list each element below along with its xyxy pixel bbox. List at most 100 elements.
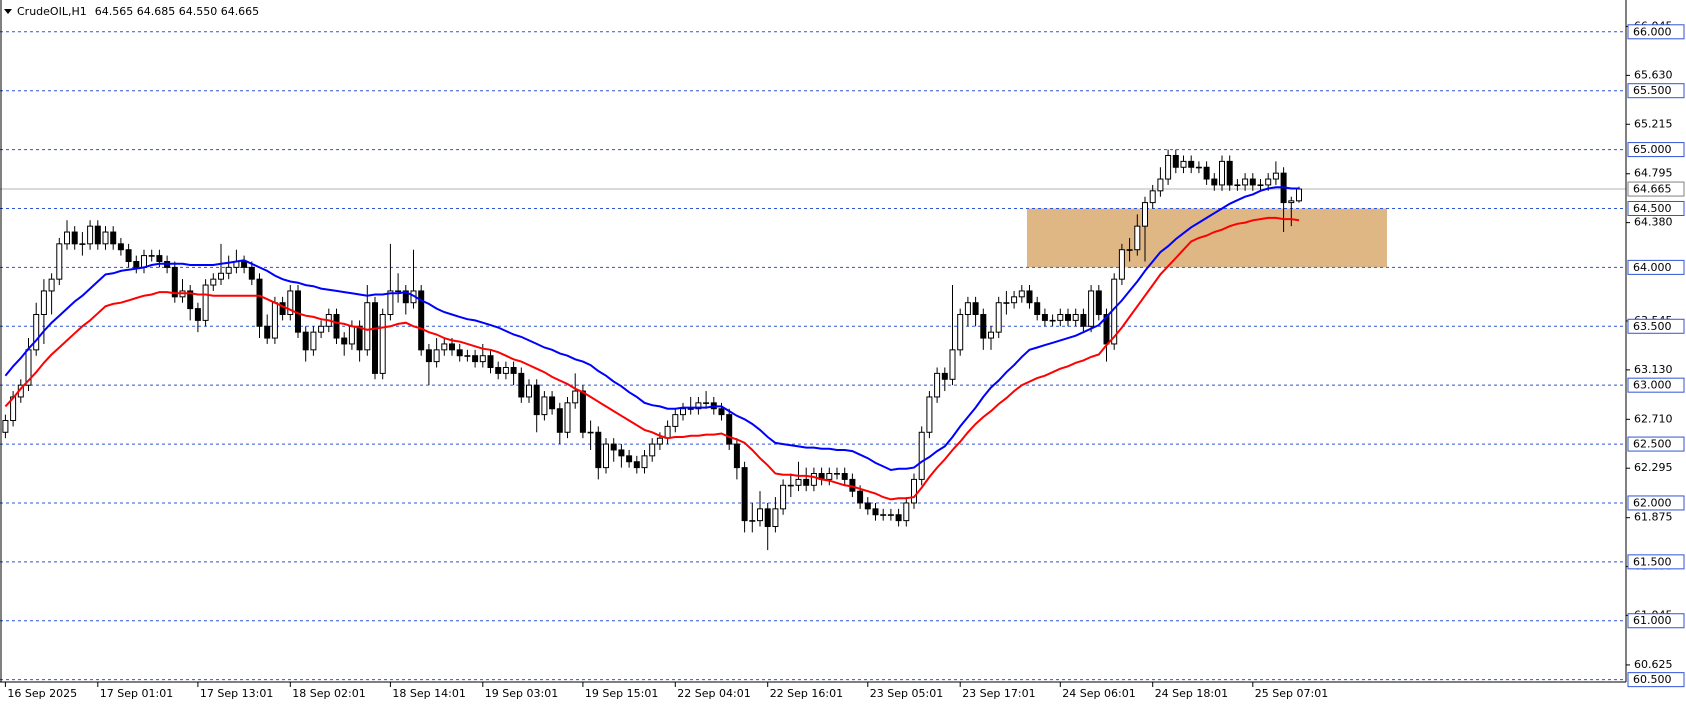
candle-body (949, 349, 956, 380)
level-layer (0, 31, 1626, 681)
level-label-box (1627, 24, 1685, 40)
candle-body (880, 514, 887, 516)
candle-body (256, 278, 263, 327)
candle-body (310, 331, 317, 351)
candle-body (1157, 178, 1164, 192)
candle-body (264, 325, 271, 339)
level-label-box (1627, 672, 1685, 688)
candle-body (764, 508, 771, 528)
current-price-label: 64.665 (1633, 183, 1672, 196)
level-label: 62.000 (1633, 496, 1672, 509)
candle-layer (2, 149, 1302, 551)
x-tick-label: 16 Sep 2025 (7, 687, 77, 700)
candle-body (56, 243, 63, 280)
y-tick-label: 63.130 (1634, 363, 1673, 376)
candle-body (1057, 313, 1064, 321)
candle-body (1049, 319, 1056, 322)
candle-body (672, 414, 679, 427)
candle-body (857, 490, 864, 504)
level-label: 65.500 (1633, 84, 1672, 97)
candle-body (110, 231, 117, 245)
ma-layer (4, 186, 1300, 501)
x-tick-label: 17 Sep 13:01 (200, 687, 273, 700)
candle-body (810, 473, 817, 486)
candle-body (964, 302, 971, 315)
candle-body (279, 302, 286, 315)
candle-body (356, 325, 363, 351)
candle-body (156, 255, 163, 262)
y-tick-label: 65.630 (1634, 68, 1673, 81)
level-label-box (1627, 83, 1685, 99)
candle-body (1149, 190, 1156, 204)
candle-body (795, 478, 802, 486)
candle-body (402, 290, 409, 304)
level-label-box (1627, 495, 1685, 511)
candle-body (202, 284, 209, 321)
candle-body (1165, 154, 1172, 180)
candle-body (148, 255, 155, 257)
current-price-box (1627, 181, 1685, 197)
candle-body (618, 449, 625, 457)
candle-body (934, 372, 941, 398)
level-label-box (1627, 142, 1685, 158)
x-tick-label: 22 Sep 16:01 (770, 687, 843, 700)
candle-body (225, 266, 232, 274)
candle-body (141, 255, 147, 268)
candle-body (1041, 313, 1048, 321)
y-tick-label: 60.625 (1634, 658, 1673, 671)
menu-arrow (4, 9, 12, 14)
candle-body (1226, 160, 1233, 186)
candle-body (479, 355, 486, 363)
level-label: 62.500 (1633, 438, 1672, 451)
x-tick-label: 22 Sep 04:01 (677, 687, 750, 700)
level-label: 64.000 (1633, 261, 1672, 274)
candle-body (395, 290, 402, 293)
candle-body (510, 367, 517, 374)
candle-body (433, 349, 440, 363)
candle-body (472, 355, 479, 363)
candle-body (556, 408, 563, 433)
candle-body (1118, 249, 1125, 280)
candle-body (348, 325, 355, 345)
x-tick-label: 24 Sep 06:01 (1062, 687, 1135, 700)
candle-body (1219, 160, 1225, 186)
x-tick-label: 18 Sep 14:01 (392, 687, 465, 700)
candle-body (610, 443, 617, 451)
candle-body (248, 266, 255, 280)
candle-body (680, 408, 686, 416)
candle-body (102, 231, 109, 245)
level-label-box (1627, 377, 1685, 393)
level-label: 64.500 (1633, 202, 1672, 215)
candle-body (1188, 160, 1195, 168)
x-tick-label: 19 Sep 03:01 (485, 687, 558, 700)
candle-body (40, 290, 47, 315)
candle-body (456, 349, 463, 357)
candle-body (549, 396, 556, 410)
candle-body (79, 243, 86, 245)
candle-body (372, 302, 378, 374)
candle-body (1203, 166, 1210, 180)
candle-body (895, 514, 902, 522)
candle-body (364, 302, 371, 351)
candle-body (941, 372, 948, 380)
candle-body (541, 396, 548, 416)
candle-body (1072, 313, 1079, 321)
candle-body (194, 308, 201, 321)
candle-body (579, 390, 586, 433)
level-label-box (1627, 318, 1685, 334)
candle-body (210, 278, 217, 286)
candle-body (187, 290, 194, 310)
candle-body (518, 372, 525, 398)
candle-body (1249, 178, 1256, 186)
candle-body (695, 402, 702, 410)
candle-body (587, 431, 594, 434)
candle-body (418, 290, 425, 351)
candle-body (87, 225, 94, 245)
level-label-box (1627, 554, 1685, 570)
candle-body (318, 325, 325, 333)
candle-body (757, 508, 763, 522)
candle-body (271, 302, 278, 339)
candle-body (572, 390, 579, 404)
candle-body (1126, 249, 1133, 251)
